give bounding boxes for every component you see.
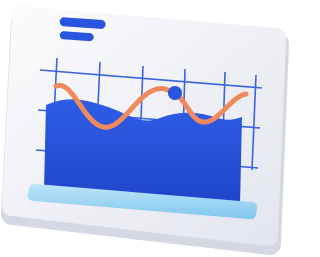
page [0, 0, 293, 257]
dot [168, 86, 182, 100]
chart-icon-illustration [0, 0, 293, 257]
